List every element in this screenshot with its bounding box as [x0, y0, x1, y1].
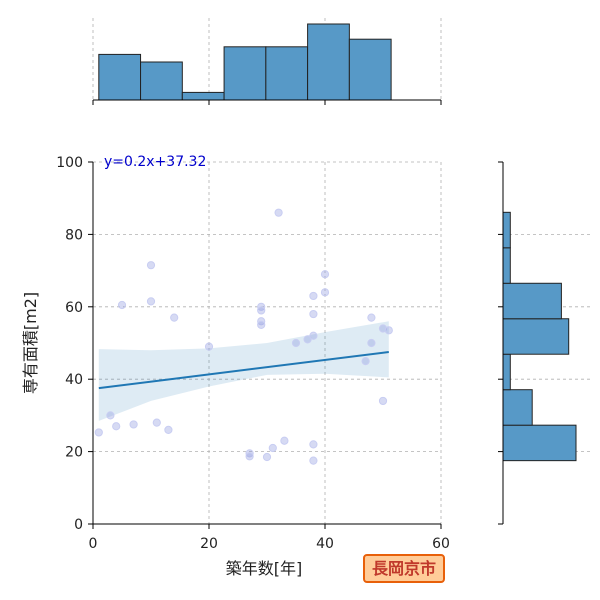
data-point — [384, 326, 393, 335]
data-point — [309, 440, 318, 449]
right-hist-bar — [502, 247, 511, 284]
data-point — [112, 422, 121, 431]
data-point — [309, 291, 318, 301]
data-point — [129, 420, 138, 429]
regression-line-layer — [98, 350, 389, 390]
x-tick-label: 60 — [432, 536, 450, 552]
x-tick-label: 0 — [89, 536, 98, 552]
data-point — [152, 418, 161, 427]
top-hist-bar — [98, 53, 142, 101]
top-hist-bar — [223, 46, 267, 101]
y-tick-label: 100 — [56, 155, 83, 171]
city-badge-label: 長岡京市 — [372, 559, 436, 578]
data-point — [257, 320, 266, 329]
data-point — [204, 342, 214, 351]
y-tick-label: 20 — [65, 445, 83, 461]
scatter-points — [94, 208, 393, 465]
data-point — [303, 335, 312, 344]
data-point — [164, 425, 173, 434]
data-point — [274, 208, 283, 217]
data-point — [320, 270, 330, 279]
top-hist-bar — [181, 91, 225, 101]
y-tick-label: 40 — [65, 372, 83, 388]
data-point — [146, 261, 156, 270]
data-point — [146, 297, 156, 306]
data-point — [309, 331, 318, 340]
data-point — [378, 396, 388, 406]
data-point — [117, 300, 127, 310]
data-point — [262, 452, 272, 462]
data-point — [309, 309, 318, 319]
top-histogram — [92, 18, 442, 105]
y-tick-label: 60 — [65, 300, 83, 316]
x-tick-label: 40 — [316, 536, 334, 552]
data-point — [170, 313, 179, 322]
data-point — [257, 306, 266, 315]
main-axes: 0 20 40 60 0 20 40 60 80 100 — [56, 155, 450, 552]
data-point — [291, 338, 301, 348]
city-badge: 長岡京市 — [363, 554, 445, 583]
right-hist-bar — [502, 282, 562, 320]
right-hist-bar — [502, 389, 533, 426]
x-axis-title: 築年数[年] — [226, 559, 303, 578]
y-tick-label: 80 — [65, 227, 83, 243]
data-point — [268, 443, 277, 453]
data-point — [245, 449, 254, 458]
right-hist-bar — [502, 424, 577, 462]
data-point — [245, 452, 254, 461]
right-hist-bar — [502, 211, 511, 249]
regression-equation: y=0.2x+37.32 — [104, 154, 206, 170]
top-hist-bar — [265, 46, 309, 101]
x-tick-label: 20 — [200, 536, 218, 552]
data-point — [367, 313, 376, 322]
data-point — [361, 357, 370, 366]
data-point — [320, 288, 330, 297]
data-point — [106, 411, 115, 420]
top-hist-bar — [140, 61, 183, 101]
regression-line — [98, 350, 389, 390]
right-histogram — [498, 161, 590, 525]
data-point — [280, 436, 289, 445]
right-hist-bar — [502, 353, 511, 391]
data-point — [94, 428, 103, 437]
y-axis-title: 専有面積[m2] — [21, 292, 40, 394]
city-badge-box — [363, 554, 445, 583]
top-hist-bar — [307, 23, 350, 101]
data-point — [367, 338, 376, 348]
y-tick-label: 0 — [74, 517, 83, 533]
right-hist-bar — [502, 318, 570, 355]
top-hist-bar — [348, 38, 392, 101]
data-point — [309, 456, 318, 465]
